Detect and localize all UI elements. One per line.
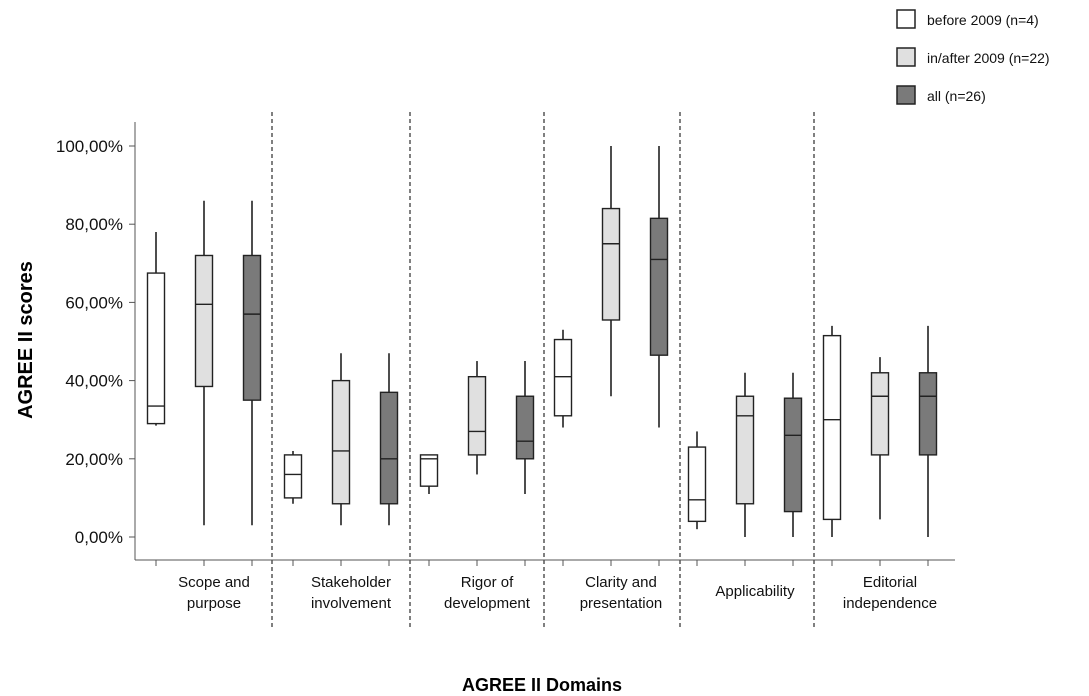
box xyxy=(283,454,303,499)
boxes-layer xyxy=(146,146,938,537)
box xyxy=(553,338,573,417)
box-plot xyxy=(515,361,535,494)
category-label: Applicability xyxy=(715,583,795,600)
legend: before 2009 (n=4) in/after 2009 (n=22) all… xyxy=(896,9,1050,105)
legend-swatch xyxy=(896,85,916,105)
y-ticks-layer: 0,00% 20,00% 40,00% 60,00% 80,00% 100,00% xyxy=(56,137,135,547)
box-plot xyxy=(553,329,573,428)
box-plot xyxy=(735,372,755,537)
box-plot xyxy=(283,450,303,504)
category-label: Stakeholder involvement xyxy=(311,574,392,612)
y-tick-label: 80,00% xyxy=(65,215,123,234)
box-plot xyxy=(870,357,890,520)
box xyxy=(515,395,535,460)
box-plot xyxy=(467,361,487,475)
box xyxy=(419,454,439,487)
box xyxy=(735,395,755,505)
box-plot xyxy=(379,353,399,526)
y-tick-label: 40,00% xyxy=(65,372,123,391)
category-label: Scope and purpose xyxy=(178,574,250,612)
category-labels-layer: Scope and purpose Stakeholder involvement Ri… xyxy=(178,574,937,612)
y-tick-label: 20,00% xyxy=(65,450,123,469)
category-label: Editorial independence xyxy=(843,574,937,612)
box-plot xyxy=(822,325,842,537)
box xyxy=(242,254,262,401)
box xyxy=(379,391,399,505)
box-plot xyxy=(419,454,439,494)
box xyxy=(601,207,621,321)
box xyxy=(822,334,842,521)
legend-swatch xyxy=(896,9,916,29)
box-plot xyxy=(601,146,621,397)
legend-label: before 2009 (n=4) xyxy=(927,12,1039,28)
legend-label: in/after 2009 (n=22) xyxy=(927,50,1050,66)
box xyxy=(331,379,351,505)
y-axis-title: AGREE II scores xyxy=(15,261,37,419)
box xyxy=(870,372,890,456)
box-plot xyxy=(649,146,669,428)
y-tick-label: 60,00% xyxy=(65,293,123,312)
x-axis-title: AGREE II Domains xyxy=(462,675,622,695)
legend-label: all (n=26) xyxy=(927,88,986,104)
box-plot xyxy=(783,372,803,537)
box xyxy=(467,375,487,456)
group-divider-layer xyxy=(271,112,815,630)
axes-layer xyxy=(134,122,955,566)
box xyxy=(194,254,214,388)
box-plot xyxy=(194,200,214,526)
box-plot xyxy=(331,353,351,526)
box-plot xyxy=(242,200,262,526)
legend-swatch xyxy=(896,47,916,67)
box xyxy=(649,217,669,356)
category-label: Rigor of development xyxy=(444,574,531,612)
box xyxy=(687,446,707,523)
box xyxy=(918,372,938,456)
box-plot xyxy=(918,325,938,537)
box-plot xyxy=(146,232,166,426)
box xyxy=(146,272,166,425)
y-tick-label: 100,00% xyxy=(56,137,123,156)
box xyxy=(783,397,803,513)
category-label: Clarity and presentation xyxy=(580,574,663,612)
y-tick-label: 0,00% xyxy=(75,528,123,547)
box-plot xyxy=(687,431,707,530)
